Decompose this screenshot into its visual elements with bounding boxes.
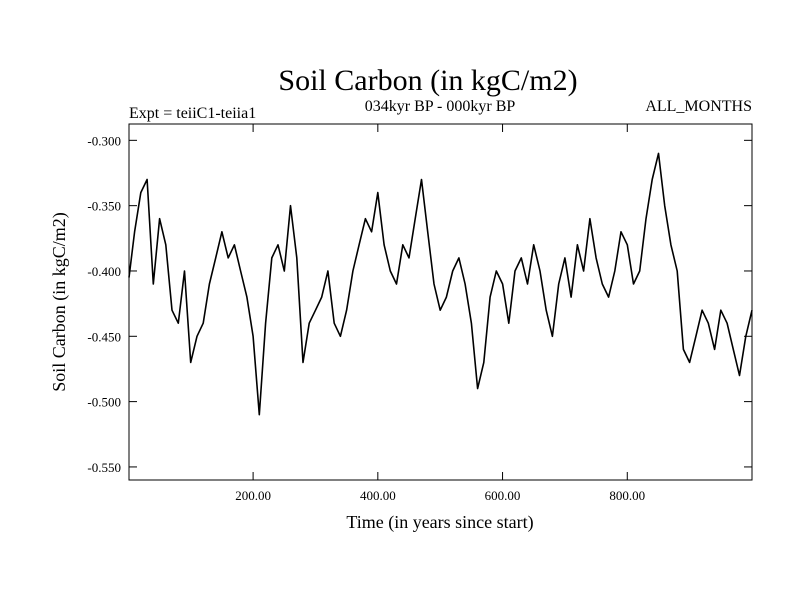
- y-tick-label: -0.400: [87, 264, 121, 279]
- x-tick-label: 200.00: [235, 488, 271, 503]
- y-tick-label: -0.450: [87, 329, 121, 344]
- x-tick-label: 400.00: [360, 488, 396, 503]
- x-tick-label: 600.00: [485, 488, 521, 503]
- y-tick-label: -0.500: [87, 395, 121, 410]
- y-tick-label: -0.350: [87, 199, 121, 214]
- soil-carbon-series-line: [128, 152, 753, 416]
- y-axis-ticks: -0.300 -0.350 -0.400 -0.450 -0.500 -0.550: [87, 133, 752, 475]
- chart-title: Soil Carbon (in kgC/m2): [278, 64, 577, 97]
- period-label: 034kyr BP - 000kyr BP: [365, 98, 516, 115]
- x-axis-label: Time (in years since start): [346, 512, 533, 533]
- y-tick-label: -0.300: [87, 133, 121, 148]
- x-tick-label: 800.00: [609, 488, 645, 503]
- y-tick-label: -0.550: [87, 460, 121, 475]
- months-label: ALL_MONTHS: [645, 98, 752, 115]
- y-axis-label: Soil Carbon (in kgC/m2): [49, 212, 70, 392]
- x-axis-ticks: 200.00 400.00 600.00 800.00: [235, 124, 645, 503]
- experiment-label: Expt = teiiC1-teiia1: [129, 105, 256, 122]
- plot-frame: [128, 123, 753, 481]
